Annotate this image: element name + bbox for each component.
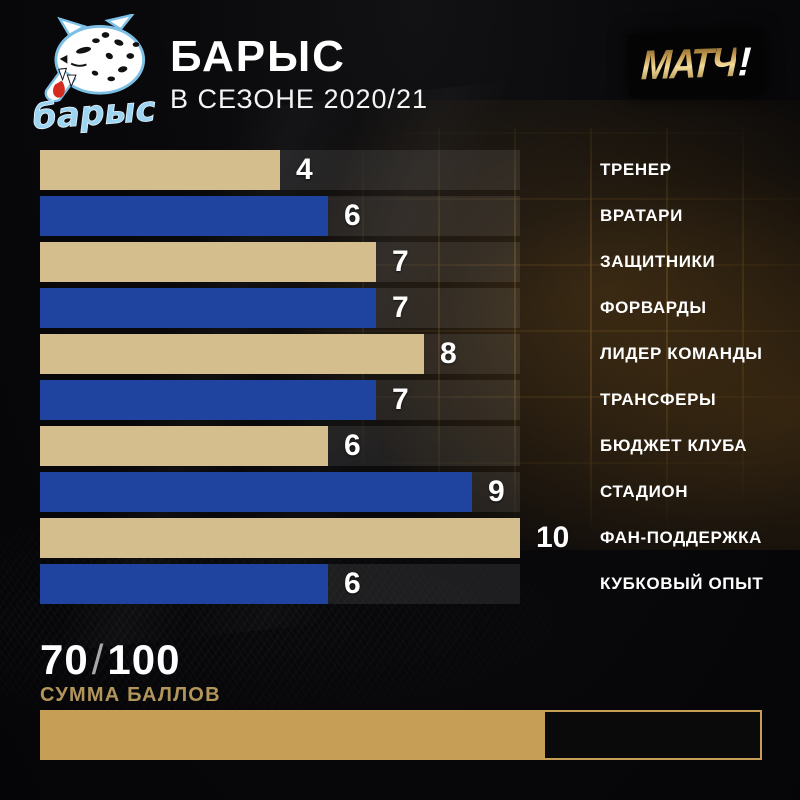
chart-row: 4 ТРЕНЕР <box>0 150 800 190</box>
total-progress-bar <box>40 710 762 760</box>
bar-track: 6 <box>40 196 520 236</box>
bar <box>40 426 328 466</box>
bar-category-label: БЮДЖЕТ КЛУБА <box>600 436 748 455</box>
bar-value: 7 <box>392 291 409 324</box>
bar-track: 9 <box>40 472 520 512</box>
bar-category-label: ВРАТАРИ <box>600 206 683 225</box>
bar <box>40 150 280 190</box>
bar-category-label: ТРЕНЕР <box>600 160 672 179</box>
total-score: 70/100 <box>40 636 180 684</box>
bar-category-label: КУБКОВЫЙ ОПЫТ <box>600 574 764 593</box>
chart-row: 6 ВРАТАРИ <box>0 196 800 236</box>
bar-value: 7 <box>392 383 409 416</box>
chart-row: 7 ЗАЩИТНИКИ <box>0 242 800 282</box>
bar-value: 8 <box>440 337 457 370</box>
bar-value: 9 <box>488 475 505 508</box>
bar <box>40 288 376 328</box>
bar-track: 8 <box>40 334 520 374</box>
leopard-icon <box>44 14 146 103</box>
team-logo: барыс <box>31 14 157 138</box>
score-max: 100 <box>107 636 181 683</box>
bar-track: 6 <box>40 564 520 604</box>
chart-row: 10 ФАН-ПОДДЕРЖКА <box>0 518 800 558</box>
team-logo-script: барыс <box>31 89 157 137</box>
total-score-caption: СУММА БАЛЛОВ <box>40 684 221 706</box>
bar-track: 7 <box>40 380 520 420</box>
chart-row: 6 КУБКОВЫЙ ОПЫТ <box>0 564 800 604</box>
bar-track: 10 <box>40 518 569 558</box>
chart-row: 6 БЮДЖЕТ КЛУБА <box>0 426 800 466</box>
bar <box>40 380 376 420</box>
score-separator: / <box>91 636 105 683</box>
page-subtitle: В СЕЗОНЕ 2020/21 <box>170 84 429 114</box>
bar-track: 7 <box>40 288 520 328</box>
chart-row: 7 ТРАНСФЕРЫ <box>0 380 800 420</box>
bar-category-label: ФОРВАРДЫ <box>600 298 707 317</box>
bar-category-label: ФАН-ПОДДЕРЖКА <box>600 528 763 547</box>
bar-value: 4 <box>296 153 313 186</box>
score-value: 70 <box>40 636 89 683</box>
bar-category-label: ЗАЩИТНИКИ <box>600 252 716 271</box>
bar <box>40 334 424 374</box>
bar-category-label: ТРАНСФЕРЫ <box>600 390 717 409</box>
bar-track: 6 <box>40 426 520 466</box>
page-title: БАРЫС <box>170 32 346 81</box>
broadcaster-logo-text: МАТЧ <box>639 39 736 89</box>
bar-category-label: ЛИДЕР КОМАНДЫ <box>600 344 763 363</box>
bar-category-label: СТАДИОН <box>600 482 689 501</box>
bar <box>40 472 472 512</box>
broadcaster-logo-exclamation: ! <box>737 39 753 85</box>
chart-row: 7 ФОРВАРДЫ <box>0 288 800 328</box>
bar-value: 6 <box>344 429 361 462</box>
bar-track: 4 <box>40 150 520 190</box>
bar-track: 7 <box>40 242 520 282</box>
total-progress-fill <box>42 712 545 758</box>
chart-row: 8 ЛИДЕР КОМАНДЫ <box>0 334 800 374</box>
chart-rows: 4 ТРЕНЕР 6 ВРАТАРИ 7 ЗАЩИТНИКИ 7 ФОРВАРДЫ 8 ЛИДЕР… <box>0 150 800 604</box>
bar-value: 6 <box>344 567 361 600</box>
bar-value: 10 <box>536 521 570 554</box>
chart-row: 9 СТАДИОН <box>0 472 800 512</box>
bar-value: 6 <box>344 199 361 232</box>
bar-value: 7 <box>392 245 409 278</box>
broadcaster-logo: МАТЧ ! <box>626 29 766 99</box>
bar <box>40 564 328 604</box>
bar <box>40 518 520 558</box>
bar <box>40 196 328 236</box>
bar <box>40 242 376 282</box>
